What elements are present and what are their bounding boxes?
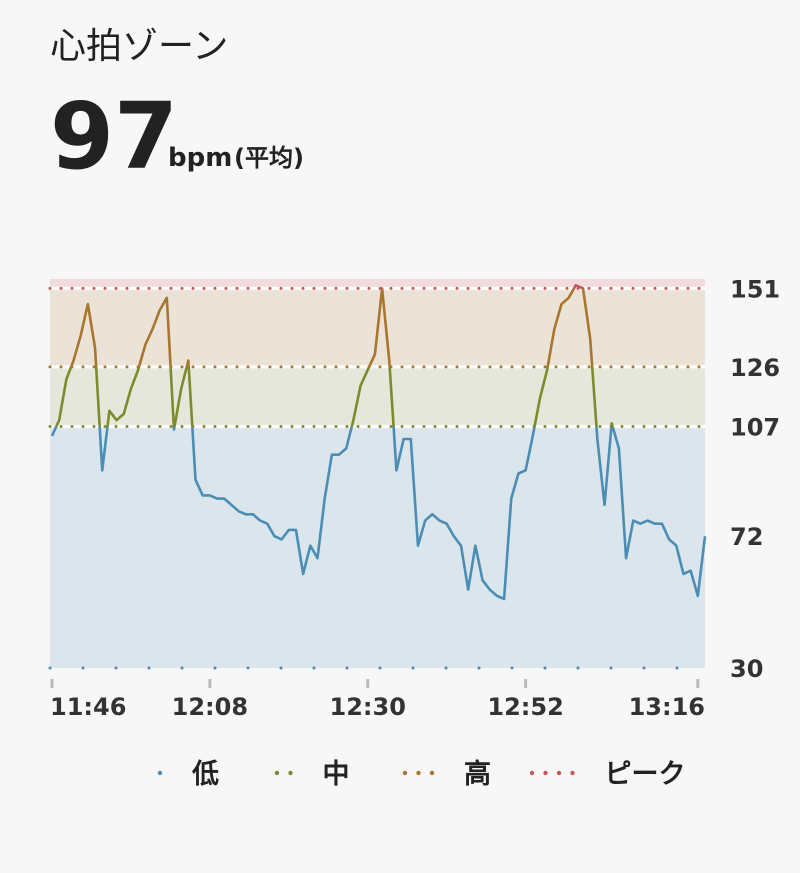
legend-dot [274,770,280,776]
legend-dot [416,770,421,776]
legend-dot [402,770,408,776]
x-tick-label: 12:52 [487,693,563,721]
legend-dot [429,770,435,776]
legend-label: 低 [191,759,219,790]
legend-dot [556,770,562,776]
legend-dot [543,770,548,776]
y-tick-label: 107 [730,413,780,441]
average-value: 97 [50,83,178,190]
x-tick-label: 11:46 [50,693,126,721]
x-tick-label: 12:30 [330,693,406,721]
zone-band [50,426,705,668]
x-tick-label: 13:16 [629,693,705,721]
y-tick-label: 126 [730,354,780,382]
heart-rate-line [50,283,707,601]
legend-label: 中 [323,759,350,790]
y-tick-label: 30 [730,655,763,683]
x-tick-label: 12:08 [172,693,248,721]
legend-dot [529,770,535,776]
legend-item: 高 [402,758,491,790]
title: 心拍ゾーン [50,26,228,67]
legend-item: 低 [157,759,219,790]
unit: bpm [168,143,232,173]
legend-dot [570,770,575,776]
unit-note: (平均) [234,144,304,172]
legend-item: 中 [274,759,350,790]
legend-label: ピーク [605,759,686,790]
zone-band [50,366,705,427]
legend-item: ピーク [529,759,686,790]
y-tick-label: 72 [730,523,763,551]
legend-dot [157,770,163,776]
legend-dot [288,770,293,776]
legend-label: 高 [464,758,491,790]
y-tick-label: 151 [730,275,780,303]
zone-band [50,279,705,289]
